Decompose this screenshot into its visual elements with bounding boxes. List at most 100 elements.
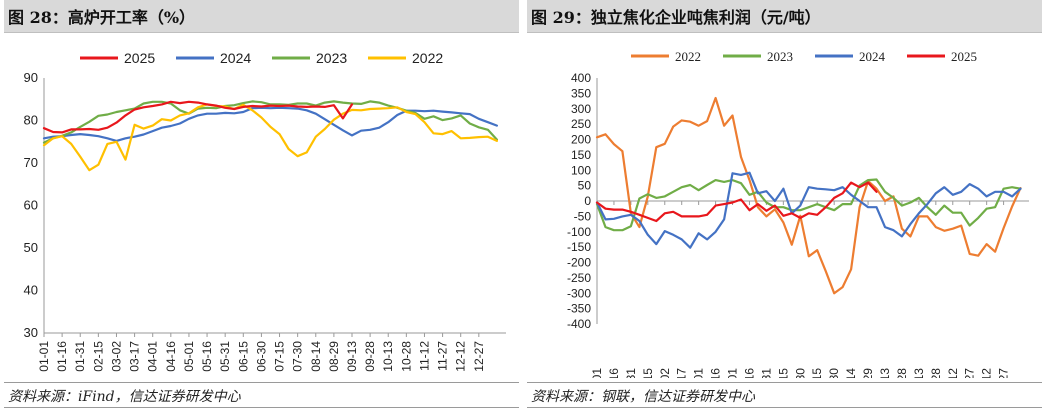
left-x-tick-label: 11-27 — [436, 341, 450, 371]
right-x-tick-label: 12-27 — [997, 368, 1011, 378]
right-series-line-2025 — [595, 181, 878, 223]
left-y-tick-label: 40 — [24, 283, 38, 298]
right-x-tick-label: 09-13 — [878, 368, 892, 378]
right-x-tick-label: 01-16 — [607, 368, 621, 378]
left-chart-title-bar: 图 28：高炉开工率（%） — [4, 0, 519, 33]
right-x-tick-label: 11-12 — [946, 368, 960, 378]
left-chart-panel: 图 28：高炉开工率（%） 30 40 50 60 70 80 90 01-01 01-16 01… — [4, 0, 519, 408]
left-y-tick-label: 80 — [24, 113, 38, 128]
right-x-tick-label: 04-01 — [692, 368, 706, 378]
left-x-tick-label: 06-15 — [236, 341, 250, 372]
right-bottom-rule — [527, 407, 1042, 408]
right-x-tick-label: 05-31 — [759, 368, 773, 378]
right-chart-panel: 图 29：独立焦化企业吨焦利润（元/吨） -400 -350 -300 -250 -20… — [523, 0, 1046, 411]
right-y-tick-label: 400 — [571, 71, 591, 85]
left-x-tick-label: 12-12 — [454, 341, 468, 372]
right-x-tick-label: 02-15 — [641, 368, 655, 378]
left-legend-label-2023: 2023 — [316, 50, 347, 66]
left-source-note: 资料来源：iFind，信达证券研发中心 — [8, 389, 241, 405]
right-x-tick-label: 08-14 — [844, 368, 858, 378]
right-y-tick-label: -100 — [567, 225, 591, 239]
left-x-tick-label: 04-01 — [146, 341, 160, 372]
right-y-tick-label: 100 — [571, 163, 591, 177]
right-y-tick-label: -200 — [567, 256, 591, 270]
left-line-chart: 30 40 50 60 70 80 90 01-01 01-16 01-31 02-15 03-02 0… — [24, 50, 506, 372]
right-x-tick-label: 10-28 — [929, 368, 943, 378]
right-x-tick-label: 03-02 — [658, 368, 672, 378]
right-chart-title-bar: 图 29：独立焦化企业吨焦利润（元/吨） — [527, 0, 1042, 33]
left-x-tick-label: 05-16 — [200, 341, 214, 372]
right-legend-label-2024: 2024 — [859, 49, 886, 64]
right-x-tick-label: 05-01 — [726, 368, 740, 378]
left-x-tick-label: 10-28 — [399, 341, 413, 372]
right-y-tick-label: 250 — [571, 117, 591, 131]
left-y-tick-label: 60 — [24, 198, 38, 213]
right-x-tick-label: 01-31 — [624, 368, 638, 378]
right-source-note: 资料来源：钢联，信达证券研发中心 — [531, 389, 755, 405]
left-x-tick-label: 01-31 — [73, 341, 87, 372]
left-x-tick-label: 07-15 — [273, 341, 287, 372]
right-x-tick-label: 07-30 — [827, 368, 841, 378]
right-x-tick-label: 09-28 — [895, 368, 909, 378]
left-x-tick-label: 09-13 — [345, 341, 359, 372]
right-x-tick-label: 12-12 — [980, 368, 994, 378]
right-y-tick-label: 0 — [584, 194, 591, 208]
right-x-tick-label: 04-16 — [709, 368, 723, 378]
left-bottom-rule — [4, 407, 519, 408]
right-legend-label-2022: 2022 — [675, 49, 701, 64]
left-x-tick-label: 03-02 — [109, 341, 123, 372]
right-x-tick-label: 07-15 — [810, 368, 824, 378]
right-x-tick-label: 01-01 — [590, 368, 604, 378]
right-legend-label-2025: 2025 — [951, 49, 977, 64]
right-y-tick-label: -150 — [567, 240, 591, 254]
left-x-tick-label: 08-29 — [327, 341, 341, 372]
left-legend-label-2024: 2024 — [220, 50, 251, 66]
right-series-line-2023 — [595, 178, 1022, 232]
left-y-tick-label: 50 — [24, 240, 38, 255]
left-x-tick-label: 08-14 — [309, 341, 323, 372]
left-x-tick-label: 05-01 — [182, 341, 196, 372]
right-y-tick-label: -50 — [574, 209, 592, 223]
left-x-tick-label: 01-16 — [55, 341, 69, 372]
left-y-tick-label: 90 — [24, 70, 38, 85]
right-chart-title: 图 29：独立焦化企业吨焦利润（元/吨） — [531, 8, 821, 27]
left-x-tick-label: 06-30 — [254, 341, 268, 372]
right-series-line-2024 — [595, 171, 1022, 249]
left-x-tick-label: 01-01 — [37, 341, 51, 372]
right-x-tick-label: 06-15 — [776, 368, 790, 378]
right-x-tick-label: 03-17 — [675, 368, 689, 378]
left-source-rule — [4, 382, 519, 383]
left-series-line-2024 — [42, 106, 498, 143]
right-x-tick-label: 11-27 — [963, 368, 977, 378]
left-x-tick-label: 05-31 — [218, 341, 232, 372]
left-y-tick-label: 30 — [24, 325, 38, 340]
left-x-tick-label: 02-15 — [91, 341, 105, 372]
right-x-tick-label: 06-30 — [793, 368, 807, 378]
right-y-tick-label: -350 — [567, 302, 591, 316]
left-chart-title: 图 28：高炉开工率（%） — [8, 8, 196, 27]
right-source-rule — [527, 382, 1042, 383]
right-y-tick-label: 300 — [571, 102, 591, 116]
left-x-tick-label: 11-12 — [417, 341, 431, 371]
left-x-tick-label: 10-13 — [381, 341, 395, 372]
left-x-tick-label: 07-30 — [291, 341, 305, 372]
left-series-line-2025 — [42, 100, 354, 134]
left-x-tick-label: 12-27 — [472, 341, 486, 372]
right-y-tick-label: 50 — [578, 179, 592, 193]
right-y-tick-label: -300 — [567, 286, 591, 300]
left-legend-label-2022: 2022 — [412, 50, 443, 66]
left-y-tick-label: 70 — [24, 155, 38, 170]
left-series-line-2023 — [42, 100, 498, 144]
right-y-tick-label: 350 — [571, 86, 591, 100]
left-x-tick-label: 04-16 — [164, 341, 178, 372]
left-legend-label-2025: 2025 — [124, 50, 155, 66]
left-series-line-2022 — [42, 103, 498, 172]
right-x-tick-label: 08-29 — [861, 368, 875, 378]
left-x-tick-label: 03-17 — [128, 341, 142, 372]
left-x-tick-label: 09-28 — [363, 341, 377, 372]
right-y-tick-label: -400 — [567, 317, 591, 331]
right-y-tick-label: 150 — [571, 148, 591, 162]
right-legend-label-2023: 2023 — [767, 49, 793, 64]
right-series-line-2022 — [595, 96, 1022, 295]
